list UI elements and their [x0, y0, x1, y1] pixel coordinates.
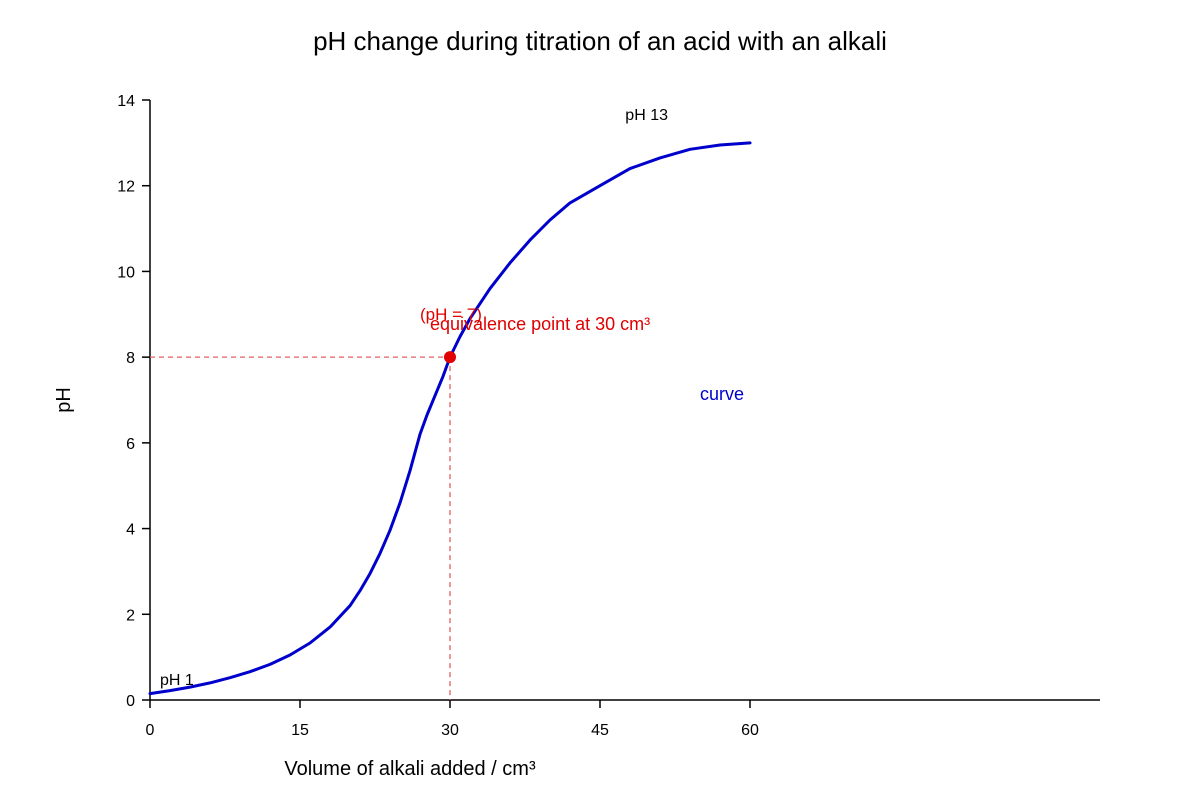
chart-title: pH change during titration of an acid wi… — [313, 26, 887, 56]
y-tick-label: 10 — [117, 264, 135, 281]
equivalence-point-marker — [444, 351, 456, 364]
x-tick-label: 15 — [291, 722, 309, 739]
x-axis-label: Volume of alkali added / cm³ — [284, 758, 536, 780]
equivalence-guides — [150, 356, 451, 700]
start-ph-label: pH 1 — [160, 672, 194, 689]
x-tick-label: 0 — [146, 722, 155, 739]
y-tick-label: 2 — [126, 607, 135, 624]
series-line — [148, 141, 752, 696]
y-tick-label: 6 — [126, 436, 135, 453]
y-tick-label: 12 — [117, 179, 135, 196]
y-tick-label: 4 — [126, 522, 135, 539]
y-axis-label: pH — [53, 387, 75, 413]
equivalence-ph-label: (pH = 7) — [420, 305, 482, 324]
curve-label: curve — [700, 384, 744, 404]
axes — [149, 100, 1100, 701]
x-tick-label: 45 — [591, 722, 609, 739]
end-ph-label: pH 13 — [625, 107, 668, 124]
y-tick-label: 8 — [126, 350, 135, 367]
x-ticks: 0 15 30 45 60 — [146, 700, 759, 739]
x-tick-label: 30 — [441, 722, 459, 739]
y-ticks: 0 2 4 6 8 10 12 14 — [117, 93, 150, 710]
equivalence-point-label: equivalence point at 30 cm³ — [430, 314, 650, 334]
y-tick-label: 0 — [126, 693, 135, 710]
x-tick-label: 60 — [741, 722, 759, 739]
y-tick-label: 14 — [117, 93, 135, 110]
